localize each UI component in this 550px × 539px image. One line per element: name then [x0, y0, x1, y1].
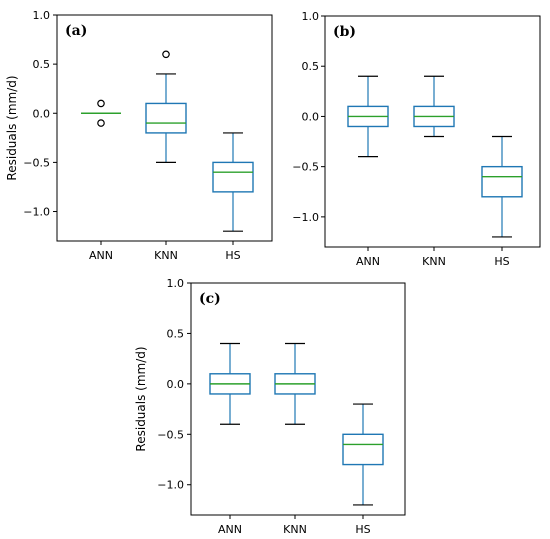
box-knn: [145, 50, 187, 163]
outlier-point: [162, 50, 170, 59]
box-body: [212, 161, 254, 193]
y-tick-label: −0.5: [23, 156, 50, 169]
box-ann: [347, 75, 389, 158]
x-tick-label: ANN: [356, 255, 380, 268]
y-tick-label: 0.0: [167, 378, 185, 391]
x-tick-label: ANN: [89, 249, 113, 262]
y-tick-label: −1.0: [23, 206, 50, 219]
panel-label: (b): [333, 24, 356, 40]
plot-frame: [56, 14, 273, 242]
y-tick-label: −0.5: [157, 428, 184, 441]
plot-frame: [324, 15, 541, 248]
box-body: [342, 433, 384, 466]
y-tick-label: 0.5: [302, 60, 320, 73]
y-tick-label: 0.5: [167, 327, 185, 340]
box-body: [481, 165, 523, 198]
y-tick-label: −1.0: [292, 211, 319, 224]
plot-frame: [190, 282, 406, 516]
boxplot-panel-a: 1.0 0.5 0.0 −0.5 −1.0 ANN KNN HS Residuals (mm/d…: [5, 9, 273, 262]
box-body: [145, 102, 187, 134]
box-ann: [81, 99, 121, 127]
boxplot-panel-c: 1.0 0.5 0.0 −0.5 −1.0 ANN KNN HS Residuals (mm/d…: [134, 277, 406, 536]
y-tick-label: 1.0: [33, 9, 51, 22]
x-tick-label: KNN: [283, 523, 307, 536]
outlier-point: [97, 119, 105, 127]
x-tick-label: HS: [225, 249, 240, 262]
box-hs: [481, 135, 523, 238]
x-tick-label: KNN: [422, 255, 446, 268]
y-tick-label: 1.0: [167, 277, 185, 290]
outlier-point: [97, 99, 105, 108]
panel-label: (c): [199, 291, 221, 307]
x-tick-label: ANN: [218, 523, 242, 536]
y-tick-label: −0.5: [292, 161, 319, 174]
box-knn: [413, 75, 455, 138]
y-tick-label: 0.5: [33, 58, 51, 71]
x-tick-label: HS: [494, 255, 509, 268]
x-tick-label: HS: [355, 523, 370, 536]
boxplot-panel-b: 1.0 0.5 0.0 −0.5 −1.0 ANN KNN HS (b): [292, 10, 541, 268]
y-axis-label: Residuals (mm/d): [134, 346, 148, 451]
y-axis-label: Residuals (mm/d): [5, 75, 19, 180]
y-tick-label: 0.0: [302, 110, 320, 123]
box-knn: [274, 342, 316, 425]
box-hs: [342, 403, 384, 506]
y-tick-label: 1.0: [302, 10, 320, 23]
y-tick-label: 0.0: [33, 107, 51, 120]
box-hs: [212, 132, 254, 232]
box-ann: [209, 342, 251, 425]
x-tick-label: KNN: [154, 249, 178, 262]
panel-label: (a): [65, 23, 87, 39]
y-tick-label: −1.0: [157, 479, 184, 492]
